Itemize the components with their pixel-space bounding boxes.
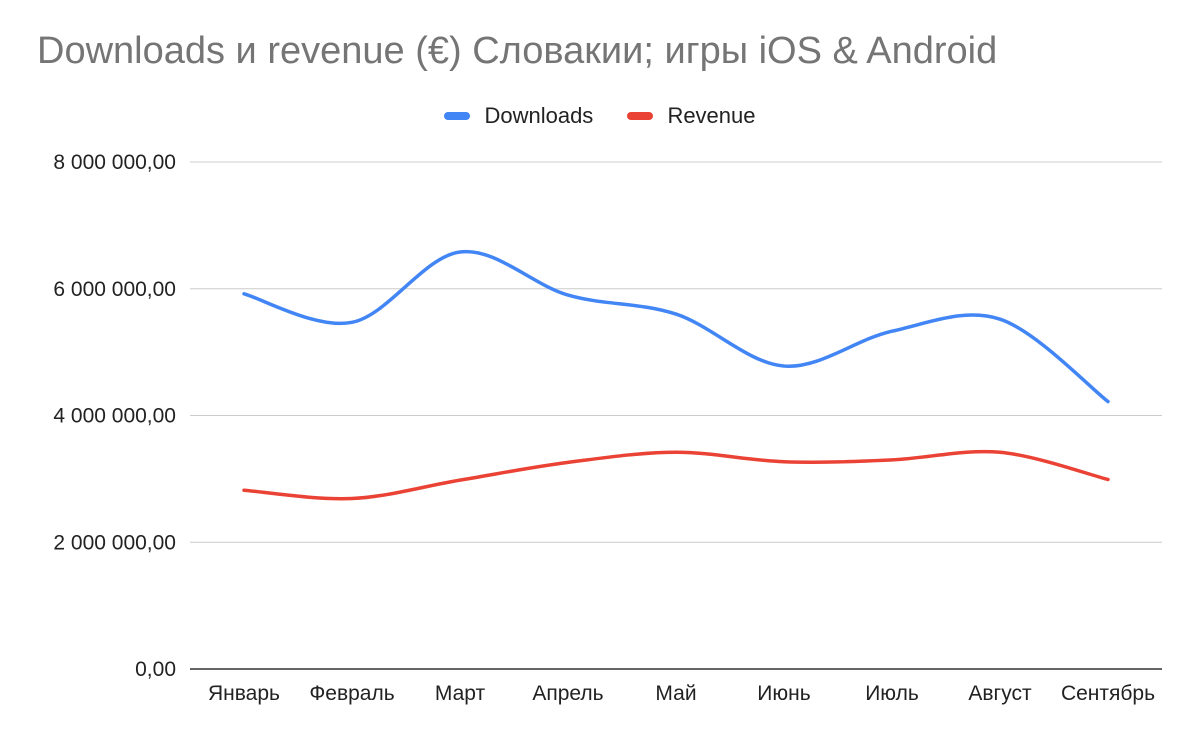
x-tick-label: Август xyxy=(968,682,1032,705)
legend: Downloads Revenue xyxy=(0,100,1200,129)
x-tick-label: Июль xyxy=(865,682,919,705)
x-tick-label: Май xyxy=(655,682,696,705)
y-tick-label: 8 000 000,00 xyxy=(53,151,176,174)
legend-swatch-revenue xyxy=(627,112,654,120)
legend-label-revenue: Revenue xyxy=(667,103,756,128)
series-line-revenue xyxy=(242,449,1110,501)
legend-item-downloads[interactable]: Downloads xyxy=(444,103,593,129)
y-tick-label: 2 000 000,00 xyxy=(53,531,176,554)
x-tick-label: Апрель xyxy=(532,682,603,705)
x-tick-label: Февраль xyxy=(309,682,394,705)
chart-title: Downloads и revenue (€) Словакии; игры i… xyxy=(37,30,998,72)
y-tick-label: 0,00 xyxy=(135,658,176,681)
x-tick-label: Сентябрь xyxy=(1061,682,1155,705)
legend-item-revenue[interactable]: Revenue xyxy=(627,103,756,129)
legend-swatch-downloads xyxy=(444,112,471,120)
y-tick-label: 6 000 000,00 xyxy=(53,278,176,301)
legend-label-downloads: Downloads xyxy=(484,103,594,128)
x-tick-label: Январь xyxy=(208,682,280,705)
x-tick-label: Март xyxy=(435,682,486,705)
x-tick-label: Июнь xyxy=(757,682,810,705)
series-line-downloads xyxy=(242,249,1110,404)
y-tick-label: 4 000 000,00 xyxy=(53,405,176,428)
